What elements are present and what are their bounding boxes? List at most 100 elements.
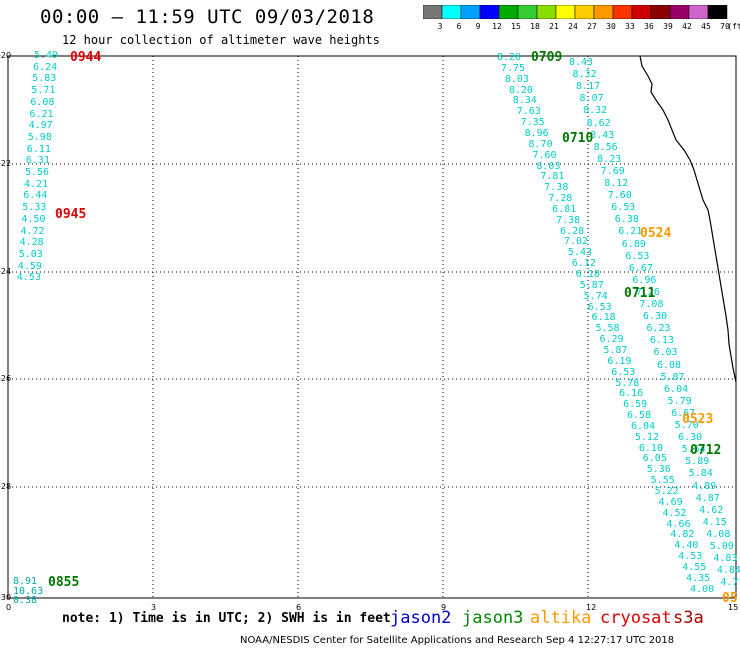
wave-height-value: 4.69 xyxy=(658,496,683,508)
wave-height-value: 4.55 xyxy=(682,561,707,573)
wave-height-value: 6.03 xyxy=(653,347,678,359)
wave-height-value: 6.59 xyxy=(623,399,648,411)
footer-credit: NOAA/NESDIS Center for Satellite Applica… xyxy=(240,635,675,646)
wave-height-value: 4.00 xyxy=(690,583,715,595)
note-text: note: 1) Time is in UTC; 2) SWH is in fe… xyxy=(62,611,391,626)
wave-height-value: 8.43 xyxy=(569,57,594,68)
wave-height-value: 5.58 xyxy=(595,323,620,335)
wave-height-value: 8.91 xyxy=(13,576,38,587)
wave-height-value: 8.03 xyxy=(536,160,561,172)
wave-height-value: 5.87 xyxy=(603,344,628,356)
wave-height-value: 5.98 xyxy=(27,131,52,143)
color-scale-label: 6 xyxy=(456,22,462,31)
satellite-legend-cryosat: cryosat xyxy=(600,608,672,628)
wave-height-value: 8.20 xyxy=(497,52,522,63)
longitude-label: 6 xyxy=(296,603,302,612)
wave-height-value: 4.72 xyxy=(20,225,45,237)
longitude-label: 12 xyxy=(586,603,597,612)
wave-height-value: 4.40 xyxy=(674,540,699,552)
wave-height-value: 6.44 xyxy=(23,190,48,202)
satellite-legend-altika: altika xyxy=(530,608,592,628)
wave-height-value: 5.78 xyxy=(615,377,640,389)
wave-height-value: 8.70 xyxy=(528,138,553,150)
color-scale-label: 36 xyxy=(644,22,654,31)
longitude-label: 9 xyxy=(441,603,447,612)
wave-height-value: 6.53 xyxy=(625,250,650,262)
wave-height-value: 6.05 xyxy=(642,453,667,465)
wave-height-value: 6.23 xyxy=(646,323,671,335)
wave-height-value: 5.22 xyxy=(654,486,679,497)
wave-height-value: 7.38 xyxy=(556,214,581,226)
wave-height-value: 4.59 xyxy=(17,260,42,272)
wave-height-value: 6.30 xyxy=(678,432,703,444)
wave-height-value: 5.79 xyxy=(667,395,692,407)
longitude-label: 0 xyxy=(6,603,12,612)
wave-height-value: 6.53 xyxy=(611,366,636,378)
wave-height-value: 5.71 xyxy=(31,85,56,97)
wave-height-value: 6.89 xyxy=(621,238,646,250)
satellite-legend-s3a: s3a xyxy=(673,608,704,628)
wave-height-value: 0.38 xyxy=(13,595,38,606)
wave-height-value: 4.08 xyxy=(706,528,731,540)
wave-height-value: 7.69 xyxy=(600,165,625,177)
wave-height-value: 6.38 xyxy=(614,214,639,226)
wave-height-value: 6.11 xyxy=(26,143,51,155)
satellite-legend-jason2: jason2 xyxy=(390,608,452,628)
latitude-label: -26 xyxy=(0,374,12,383)
wave-height-value: 7.60 xyxy=(607,190,632,202)
wave-height-value: 6.18 xyxy=(575,269,600,280)
wave-height-value: 4.97 xyxy=(28,120,53,132)
wave-height-value: 4.71 xyxy=(720,577,740,589)
latitude-label: -28 xyxy=(0,482,12,491)
wave-height-value: 5.09 xyxy=(709,541,734,552)
color-scale-label: 30 xyxy=(606,22,616,31)
wave-height-value: 8.23 xyxy=(597,153,622,165)
wave-height-value: 5.89 xyxy=(685,456,710,468)
wave-height-value: 6.04 xyxy=(630,420,656,432)
wave-height-value: 5.74 xyxy=(583,290,608,302)
color-scale-label: 18 xyxy=(530,22,540,31)
wave-height-value: 6.30 xyxy=(642,311,667,323)
pass-time-label: 0709 xyxy=(531,50,563,65)
wave-height-value: 8.32 xyxy=(572,69,597,81)
wave-height-value: 5.55 xyxy=(650,475,675,487)
pass-time-label: 0524 xyxy=(640,226,672,241)
map-frame xyxy=(7,55,737,599)
wave-height-value: 8.03 xyxy=(504,73,529,85)
latitude-label: -24 xyxy=(0,267,12,276)
wave-height-value: 4.66 xyxy=(666,518,691,530)
wave-height-value: 4.50 xyxy=(21,213,46,225)
wave-height-value: 4.62 xyxy=(699,504,724,516)
color-scale-label: 21 xyxy=(549,22,559,31)
color-scale-label: 9 xyxy=(475,22,481,31)
wave-height-value: 8.43 xyxy=(590,129,615,141)
wave-height-value: 8.34 xyxy=(512,95,537,107)
wave-height-value: 6.58 xyxy=(627,410,652,422)
wave-height-value: 6.08 xyxy=(657,359,682,371)
color-scale-swatch xyxy=(707,5,728,19)
wave-height-value: 8.32 xyxy=(583,105,608,117)
wave-height-value: 6.53 xyxy=(611,202,636,214)
latitude-label: -30 xyxy=(0,593,12,602)
wave-height-value: 6.16 xyxy=(619,388,644,400)
wave-height-value: 6.31 xyxy=(25,155,50,167)
wave-height-value: 6.10 xyxy=(638,442,663,454)
pass-time-label: 0712 xyxy=(690,443,722,458)
wave-height-value: 6.53 xyxy=(587,301,612,313)
wave-height-value: 8.17 xyxy=(576,81,601,93)
wave-height-value: 7.28 xyxy=(548,193,573,205)
pass-time-label: 0710 xyxy=(562,131,594,146)
chart-subtitle: 12 hour collection of altimeter wave hei… xyxy=(62,33,380,47)
pass-time-label: 0945 xyxy=(55,207,87,222)
wave-height-value: 5.70 xyxy=(674,420,699,431)
wave-height-value: 7.81 xyxy=(540,171,565,183)
pass-time-label: 0944 xyxy=(70,50,102,65)
color-scale-label: 27 xyxy=(587,22,597,31)
wave-height-value: 7.38 xyxy=(544,182,569,194)
wave-height-value: 8.62 xyxy=(586,117,611,129)
wave-height-value: 6.21 xyxy=(618,226,643,238)
wave-height-value: 4.87 xyxy=(695,492,720,504)
wave-height-value: 6.24 xyxy=(33,61,58,73)
wave-height-value: 6.13 xyxy=(649,335,675,347)
